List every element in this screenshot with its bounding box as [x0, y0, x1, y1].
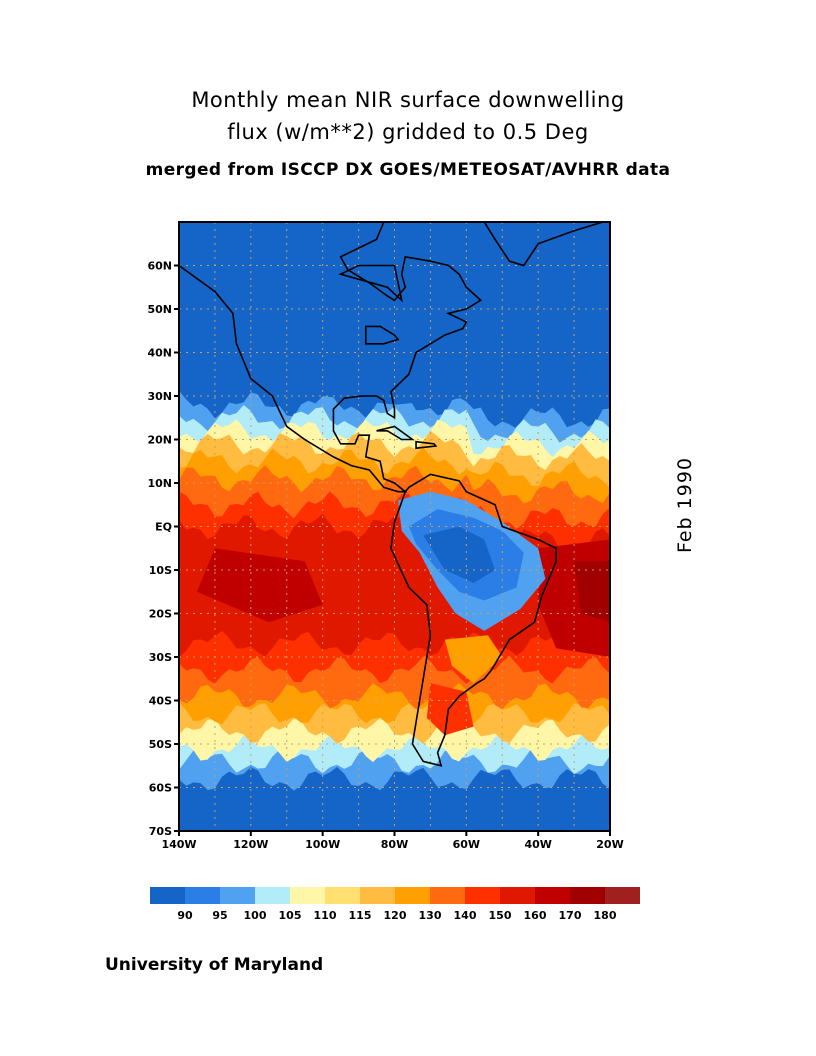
colorbar-swatch [500, 887, 535, 904]
lat-tick-label: 30S [149, 651, 172, 664]
lon-tick-label: 80W [381, 838, 408, 851]
colorbar-label: 115 [349, 909, 372, 922]
coast-hispaniola [415, 440, 438, 450]
colorbar-label: 105 [279, 909, 302, 922]
field-pacific-max [196, 548, 323, 623]
lat-tick-label: 70S [149, 825, 172, 838]
coastlines [179, 222, 604, 767]
colorbar-swatch [465, 887, 500, 904]
colorbar-swatch [360, 887, 395, 904]
lat-tick-label: EQ [155, 521, 172, 534]
colorbar-label: 160 [524, 909, 547, 922]
colorbar-swatch [150, 887, 185, 904]
colorbar-label: 140 [454, 909, 477, 922]
lon-tick-label: 120W [233, 838, 268, 851]
lat-tick-label: 60N [147, 260, 172, 273]
lat-tick-label: 10N [147, 477, 172, 490]
axis-ticks: 60N 50N 40N 30N 20N 10N EQ 10S 20S 30S 40S 50S 60S 70… [147, 260, 623, 852]
colorbar-swatch [430, 887, 465, 904]
colorbar: 90 95 100 105 110 115 120 130 140 150 160 170 180 [150, 887, 640, 922]
colorbar-label: 170 [559, 909, 582, 922]
colorbar-label: 180 [594, 909, 617, 922]
coast-great-lakes [364, 325, 400, 345]
colorbar-label: 120 [384, 909, 407, 922]
coast-cuba [376, 425, 415, 441]
lat-tick-label: 10S [149, 564, 172, 577]
colorbar-label: 90 [177, 909, 193, 922]
lat-tick-label: 60S [149, 782, 172, 795]
lon-tick-label: 100W [305, 838, 340, 851]
colorbar-label: 95 [212, 909, 227, 922]
field-patagonia [426, 683, 474, 736]
title-line-1: Monthly mean NIR surface downwelling [191, 88, 625, 112]
field-amazon-core [423, 526, 496, 584]
credit-label: University of Maryland [105, 955, 324, 975]
lat-tick-label: 20N [147, 434, 172, 447]
colorbar-swatch [220, 887, 255, 904]
colorbar-swatch [255, 887, 290, 904]
lat-tick-label: 40N [147, 347, 172, 360]
colorbar-label: 110 [314, 909, 337, 922]
grid-lines [179, 222, 610, 831]
lat-tick-label: 30N [147, 390, 172, 403]
lat-tick-label: 50S [149, 738, 172, 751]
coast-south-america [390, 473, 557, 767]
lon-tick-label: 20W [596, 838, 623, 851]
colorbar-label: 130 [419, 909, 442, 922]
title-line-3: merged from ISCCP DX GOES/METEOSAT/AVHRR… [145, 160, 671, 180]
title-line-2: flux (w/m**2) gridded to 0.5 Deg [227, 120, 589, 144]
coast-north-america [179, 222, 483, 493]
colorbar-swatch [290, 887, 325, 904]
colorbar-label: 150 [489, 909, 512, 922]
field-south-america-south [444, 635, 503, 684]
colorbar-swatch [535, 887, 570, 904]
lon-tick-label: 40W [524, 838, 551, 851]
coast-hudson-bay [338, 264, 403, 303]
colorbar-swatch [185, 887, 220, 904]
lat-tick-label: 20S [149, 608, 172, 621]
lat-tick-label: 50N [147, 303, 172, 316]
colorbar-swatch [325, 887, 360, 904]
lon-tick-label: 60W [453, 838, 480, 851]
field-atlantic-peak [574, 561, 610, 623]
coast-greenland [483, 222, 604, 267]
colorbar-swatch [605, 887, 640, 904]
colorbar-label: 100 [244, 909, 267, 922]
colorbar-swatch [570, 887, 605, 904]
lon-tick-label: 140W [161, 838, 196, 851]
lat-tick-label: 40S [149, 695, 172, 708]
colorbar-swatch [395, 887, 430, 904]
